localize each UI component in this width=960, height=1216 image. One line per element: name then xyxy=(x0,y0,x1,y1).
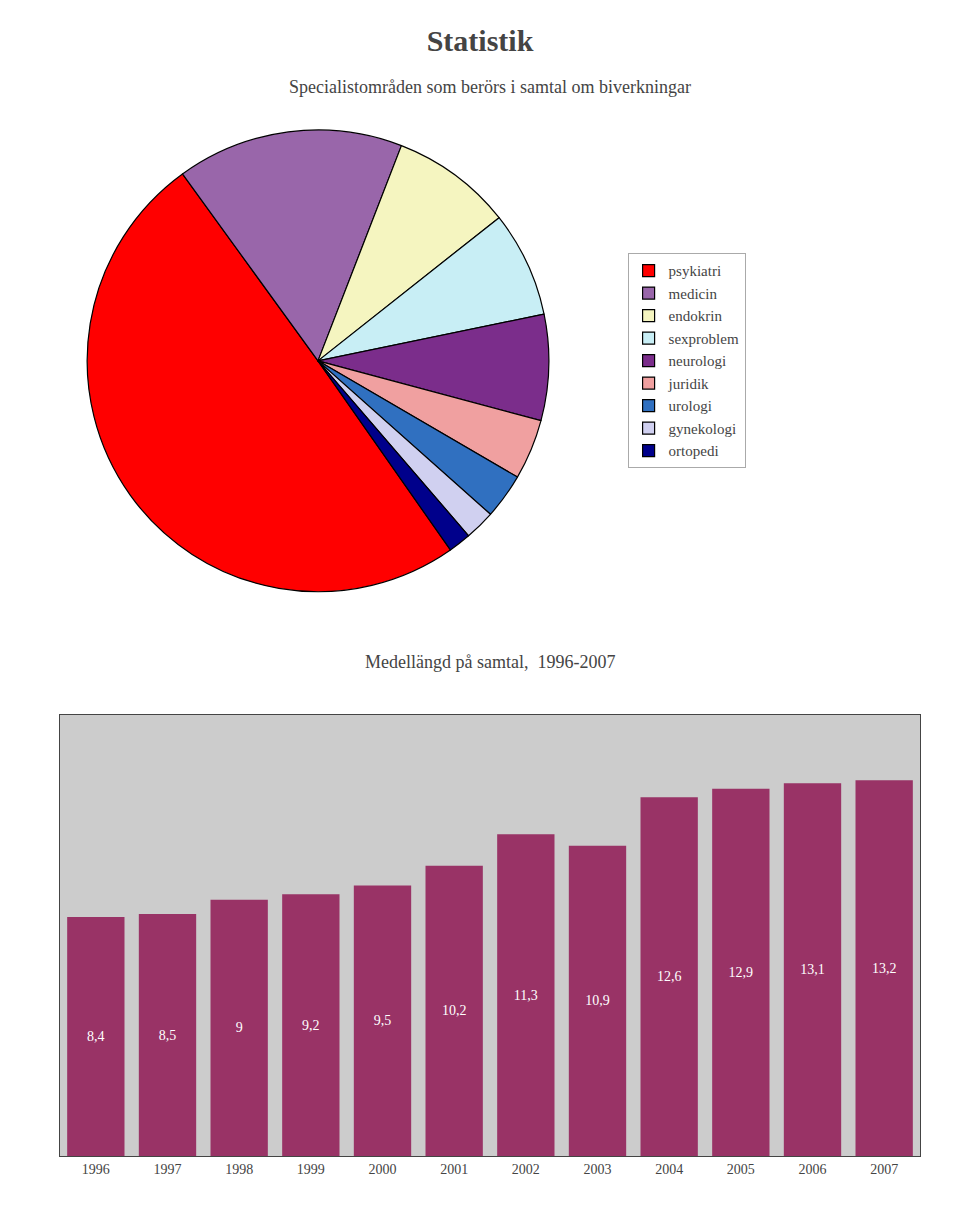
svg-text:10,9: 10,9 xyxy=(585,993,610,1008)
svg-text:2004: 2004 xyxy=(655,1162,683,1177)
svg-text:urologi: urologi xyxy=(669,398,712,414)
svg-text:1998: 1998 xyxy=(225,1162,253,1177)
svg-text:2000: 2000 xyxy=(369,1162,397,1177)
svg-text:Specialistområden som berörs i: Specialistområden som berörs i samtal om… xyxy=(289,77,691,97)
svg-text:juridik: juridik xyxy=(668,376,709,392)
svg-text:sexproblem: sexproblem xyxy=(669,331,739,347)
svg-text:Statistik: Statistik xyxy=(427,24,534,57)
svg-text:9: 9 xyxy=(236,1020,243,1035)
svg-text:8,5: 8,5 xyxy=(159,1028,177,1043)
svg-text:2005: 2005 xyxy=(727,1162,755,1177)
svg-text:1999: 1999 xyxy=(297,1162,325,1177)
svg-text:psykiatri: psykiatri xyxy=(669,263,722,279)
svg-text:13,2: 13,2 xyxy=(872,961,897,976)
svg-text:12,6: 12,6 xyxy=(657,969,682,984)
svg-text:medicin: medicin xyxy=(669,286,718,302)
svg-text:Medellängd på samtal, 1996-20: Medellängd på samtal, 1996-2007 xyxy=(365,652,615,672)
svg-text:9,2: 9,2 xyxy=(302,1018,320,1033)
svg-text:2007: 2007 xyxy=(870,1162,898,1177)
svg-text:2006: 2006 xyxy=(799,1162,827,1177)
svg-text:11,3: 11,3 xyxy=(514,988,538,1003)
svg-text:2001: 2001 xyxy=(440,1162,468,1177)
svg-text:13,1: 13,1 xyxy=(800,962,825,977)
svg-text:neurologi: neurologi xyxy=(669,353,727,369)
svg-text:8,4: 8,4 xyxy=(87,1029,105,1044)
svg-text:1996: 1996 xyxy=(82,1162,110,1177)
svg-text:9,5: 9,5 xyxy=(374,1013,392,1028)
svg-text:endokrin: endokrin xyxy=(669,308,723,324)
svg-text:gynekologi: gynekologi xyxy=(669,421,737,437)
svg-text:10,2: 10,2 xyxy=(442,1003,467,1018)
svg-text:ortopedi: ortopedi xyxy=(669,443,719,459)
svg-text:2002: 2002 xyxy=(512,1162,540,1177)
svg-text:1997: 1997 xyxy=(154,1162,182,1177)
svg-text:2003: 2003 xyxy=(584,1162,612,1177)
svg-text:12,9: 12,9 xyxy=(729,965,754,980)
